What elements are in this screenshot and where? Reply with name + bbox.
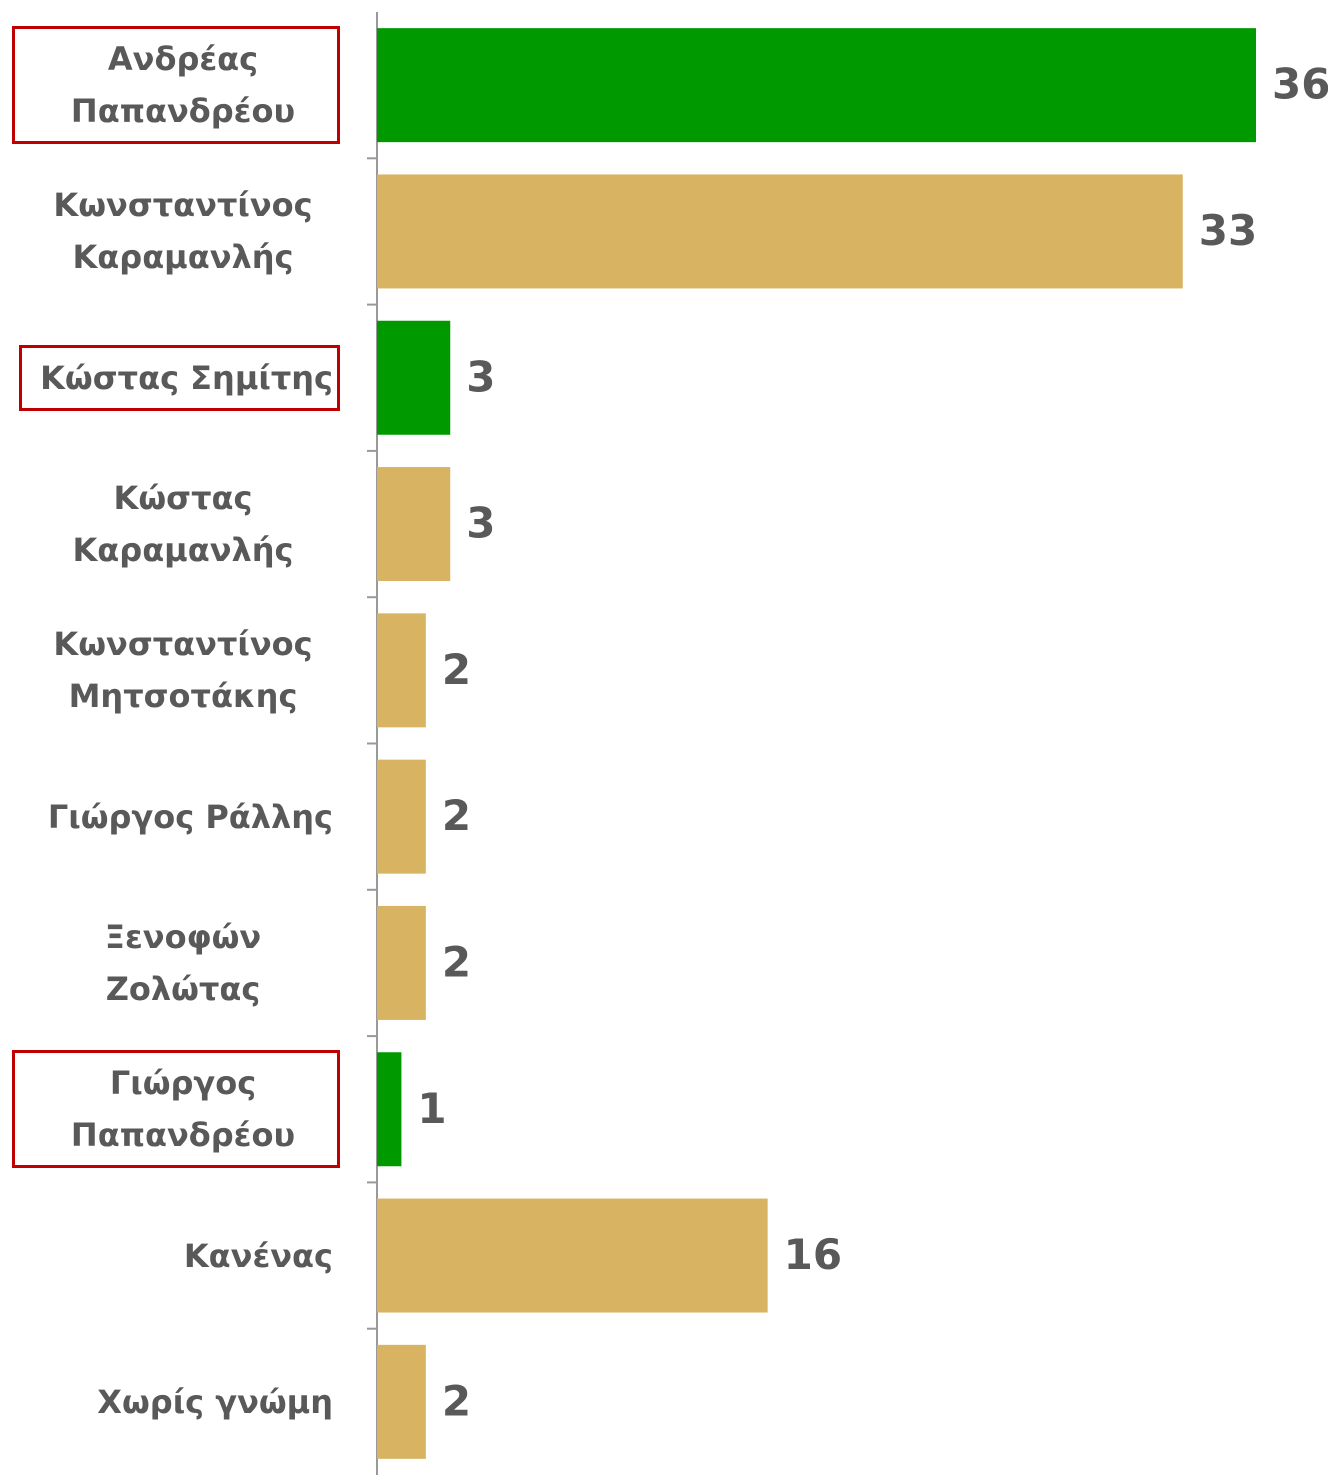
category-label-row: Ξενοφών Ζολώτας xyxy=(0,890,340,1036)
value-label: 2 xyxy=(442,645,471,694)
value-label: 2 xyxy=(442,791,471,840)
bar xyxy=(377,759,426,874)
category-label-row: Γιώργος Ράλλης xyxy=(0,744,340,890)
category-label-row: Κωνσταντίνος Μητσοτάκης xyxy=(0,597,340,743)
value-label: 3 xyxy=(466,352,495,401)
category-label: Γιώργος Ράλλης xyxy=(47,797,333,836)
category-label: Χωρίς γνώμη xyxy=(97,1382,333,1421)
category-label-row: Ανδρέας Παπανδρέου xyxy=(0,12,340,158)
category-label: Κανένας xyxy=(183,1236,333,1275)
category-label: Γιώργος Παπανδρέου xyxy=(12,1050,340,1169)
value-label: 2 xyxy=(442,1376,471,1425)
value-label: 2 xyxy=(442,937,471,986)
category-label: Κωνσταντίνος Καραμανλής xyxy=(53,186,313,277)
bar xyxy=(377,320,451,435)
value-label: 36 xyxy=(1272,60,1328,109)
bar xyxy=(377,1198,768,1313)
category-label: Κώστας Καραμανλής xyxy=(72,479,294,570)
bar xyxy=(377,905,426,1020)
bar xyxy=(377,28,1256,143)
category-label-row: Κανένας xyxy=(0,1182,340,1328)
value-label: 1 xyxy=(417,1084,446,1133)
category-label-row: Χωρίς γνώμη xyxy=(0,1329,340,1475)
bar xyxy=(377,1052,402,1167)
category-label: Κώστας Σημίτης xyxy=(19,344,340,411)
value-label: 33 xyxy=(1199,206,1257,255)
category-label-row: Κωνσταντίνος Καραμανλής xyxy=(0,158,340,304)
category-label-row: Κώστας Σημίτης xyxy=(0,305,340,451)
bar xyxy=(377,467,451,582)
bar xyxy=(377,174,1183,289)
category-label: Ξενοφών Ζολώτας xyxy=(104,917,262,1008)
category-label: Ανδρέας Παπανδρέου xyxy=(12,26,340,145)
bar xyxy=(377,613,426,728)
value-label: 16 xyxy=(784,1230,842,1279)
bar xyxy=(377,1344,426,1459)
category-label: Κωνσταντίνος Μητσοτάκης xyxy=(53,625,313,716)
value-label: 3 xyxy=(466,499,495,548)
category-label-row: Κώστας Καραμανλής xyxy=(0,451,340,597)
category-label-row: Γιώργος Παπανδρέου xyxy=(0,1036,340,1182)
